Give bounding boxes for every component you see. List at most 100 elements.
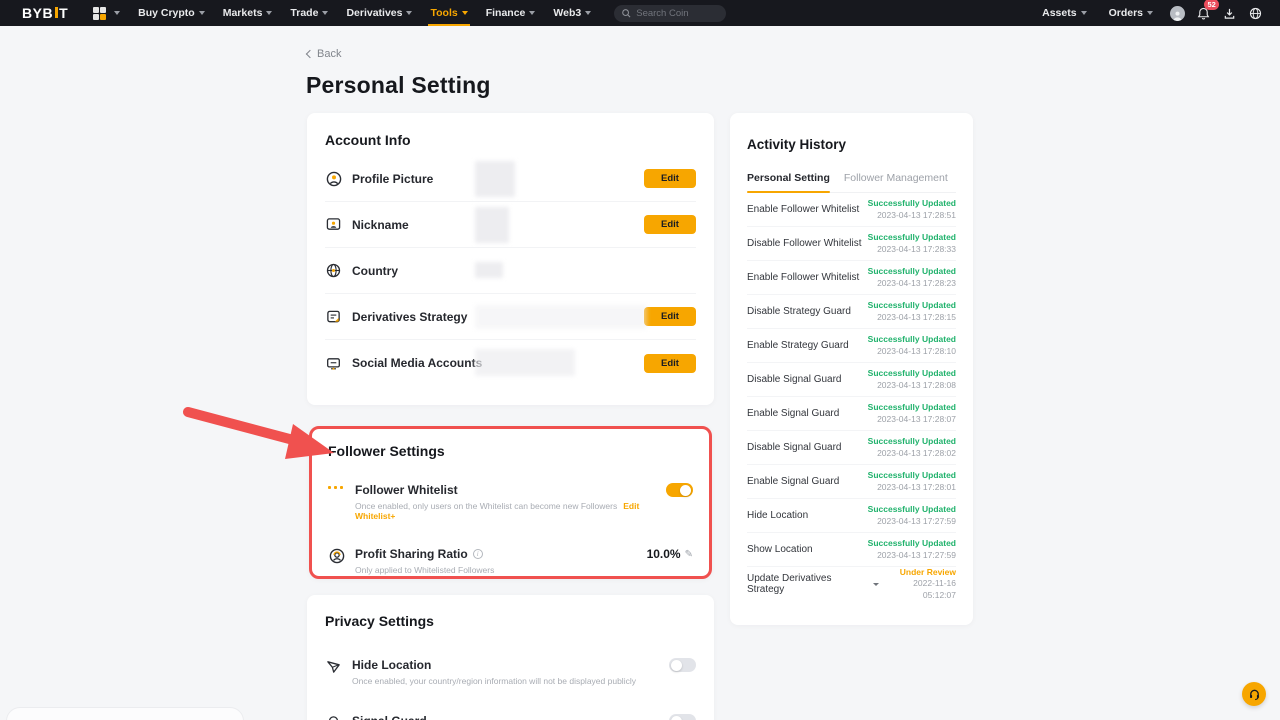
row-subtitle: Only applied to Whitelisted Followers bbox=[355, 565, 495, 575]
download-icon bbox=[1224, 8, 1234, 19]
activity-time: 2023-04-13 17:28:33 bbox=[877, 243, 956, 254]
logo-text-right: T bbox=[59, 5, 69, 21]
search-input[interactable] bbox=[636, 7, 717, 19]
activity-status: Successfully Updated bbox=[867, 334, 956, 345]
nav-item-buy-crypto[interactable]: Buy Crypto bbox=[138, 0, 205, 26]
redacted-value bbox=[475, 349, 575, 376]
activity-status: Successfully Updated bbox=[867, 198, 956, 209]
tab-follower-management[interactable]: Follower Management bbox=[843, 172, 948, 184]
hide-location-toggle[interactable] bbox=[669, 658, 696, 672]
row-label: Social Media Accounts bbox=[352, 356, 483, 370]
row-label: Nickname bbox=[352, 217, 409, 232]
download-app-button[interactable] bbox=[1218, 2, 1240, 24]
chevron-down-icon bbox=[1147, 11, 1153, 15]
derivatives-strategy-icon bbox=[325, 309, 342, 324]
globe-icon bbox=[1249, 7, 1261, 19]
country-icon bbox=[325, 263, 342, 278]
tab-personal-setting[interactable]: Personal Setting bbox=[747, 172, 830, 193]
edit-whitelist-link[interactable]: Edit Whitelist+ bbox=[355, 501, 640, 521]
edit-nickname-button[interactable]: Edit bbox=[644, 215, 696, 234]
row-hide-location: Hide Location Once enabled, your country… bbox=[325, 658, 696, 686]
activity-time: 2023-04-13 17:28:08 bbox=[877, 379, 956, 390]
activity-label: Enable Follower Whitelist bbox=[747, 272, 860, 283]
edit-pencil-icon[interactable]: ✎ bbox=[684, 548, 693, 560]
activity-row: Enable Strategy Guard Successfully Updat… bbox=[747, 329, 956, 363]
edit-profile-picture-button[interactable]: Edit bbox=[644, 169, 696, 188]
nav-item-markets[interactable]: Markets bbox=[223, 0, 273, 26]
grid-icon bbox=[93, 6, 107, 20]
row-signal-guard: Signal Guard Once enabled, only Follower… bbox=[325, 714, 696, 720]
nav-label: Orders bbox=[1108, 7, 1143, 19]
activity-row-expandable[interactable]: Update Derivatives Strategy Under Review… bbox=[747, 567, 956, 601]
nav-item-derivatives[interactable]: Derivatives bbox=[346, 0, 413, 26]
row-social-media: Social Media Accounts Edit bbox=[325, 340, 696, 386]
activity-row: Enable Follower Whitelist Successfully U… bbox=[747, 193, 956, 227]
activity-row: Disable Follower Whitelist Successfully … bbox=[747, 227, 956, 261]
activity-row: Enable Follower Whitelist Successfully U… bbox=[747, 261, 956, 295]
info-icon[interactable]: i bbox=[472, 549, 483, 559]
nav-item-orders[interactable]: Orders bbox=[1109, 0, 1153, 26]
chevron-down-icon bbox=[529, 11, 536, 15]
row-subtitle: Once enabled, only users on the Whitelis… bbox=[355, 501, 618, 511]
bybit-logo[interactable]: BYB T bbox=[22, 5, 68, 21]
activity-time: 2023-04-13 17:27:59 bbox=[877, 549, 956, 560]
nav-label: Derivatives bbox=[346, 7, 403, 19]
activity-status: Successfully Updated bbox=[867, 402, 956, 413]
chevron-down-icon bbox=[406, 11, 413, 15]
profit-ratio-value: 10.0% bbox=[646, 547, 681, 561]
row-follower-whitelist: Follower Whitelist Once enabled, only us… bbox=[327, 483, 693, 521]
back-label: Back bbox=[317, 48, 342, 60]
activity-row: Hide Location Successfully Updated 2023-0… bbox=[747, 499, 956, 533]
follower-settings-card: Follower Settings Follower Whitelist Onc… bbox=[309, 426, 712, 579]
activity-time: 2023-04-13 17:28:01 bbox=[877, 481, 956, 492]
account-avatar[interactable] bbox=[1166, 2, 1188, 24]
notifications-button[interactable]: 52 bbox=[1192, 0, 1220, 24]
user-avatar-icon bbox=[1169, 5, 1185, 21]
activity-status: Successfully Updated bbox=[867, 266, 956, 277]
activity-status: Successfully Updated bbox=[867, 368, 956, 379]
activity-time: 2023-04-13 17:28:10 bbox=[877, 345, 956, 356]
nav-item-assets[interactable]: Assets bbox=[1042, 0, 1087, 26]
chevron-left-icon bbox=[305, 49, 315, 59]
activity-label: Hide Location bbox=[747, 510, 809, 521]
products-grid-menu[interactable] bbox=[93, 0, 121, 26]
nav-item-tools[interactable]: Tools bbox=[428, 0, 470, 26]
row-label: Hide Location bbox=[352, 658, 432, 672]
activity-label: Disable Signal Guard bbox=[747, 442, 842, 453]
edit-social-media-button[interactable]: Edit bbox=[644, 353, 696, 373]
activity-label: Disable Follower Whitelist bbox=[747, 238, 862, 249]
row-nickname: Nickname Edit bbox=[325, 202, 696, 248]
activity-status: Successfully Updated bbox=[867, 300, 956, 311]
redacted-value bbox=[475, 161, 515, 197]
follower-whitelist-toggle[interactable] bbox=[666, 483, 693, 497]
row-subtitle: Once enabled, your country/region inform… bbox=[352, 676, 636, 686]
signal-guard-toggle[interactable] bbox=[669, 714, 696, 720]
top-navbar: BYB T Buy Crypto Markets Trade Derivative… bbox=[0, 0, 1280, 26]
activity-label: Enable Follower Whitelist bbox=[747, 204, 860, 215]
activity-time: 2023-04-13 17:28:15 bbox=[877, 311, 956, 322]
chevron-down-icon bbox=[873, 582, 880, 586]
activity-status: Successfully Updated bbox=[867, 436, 956, 447]
nav-item-finance[interactable]: Finance bbox=[486, 0, 536, 26]
back-button[interactable]: Back bbox=[305, 48, 342, 60]
chevron-down-icon bbox=[198, 11, 205, 15]
nav-item-web3[interactable]: Web3 bbox=[553, 0, 592, 26]
activity-status: Successfully Updated bbox=[867, 538, 956, 549]
profile-picture-icon bbox=[325, 171, 342, 187]
privacy-settings-card: Privacy Settings Hide Location Once enab… bbox=[307, 595, 714, 720]
activity-row: Enable Signal Guard Successfully Updated… bbox=[747, 465, 956, 499]
logo-i-bar bbox=[54, 6, 58, 18]
activity-status: Successfully Updated bbox=[867, 232, 956, 243]
nav-item-trade[interactable]: Trade bbox=[290, 0, 329, 26]
coin-search[interactable] bbox=[614, 4, 727, 22]
support-chat-button[interactable] bbox=[1242, 682, 1266, 706]
activity-label: Enable Signal Guard bbox=[747, 408, 840, 419]
nav-label: Trade bbox=[290, 7, 319, 19]
nav-label: Web3 bbox=[553, 7, 582, 19]
language-button[interactable] bbox=[1244, 2, 1266, 24]
edit-derivatives-strategy-button[interactable]: Edit bbox=[644, 307, 696, 326]
chevron-down-icon bbox=[322, 11, 329, 15]
privacy-settings-title: Privacy Settings bbox=[325, 613, 434, 629]
redacted-value bbox=[475, 305, 647, 329]
redacted-value bbox=[475, 207, 509, 243]
